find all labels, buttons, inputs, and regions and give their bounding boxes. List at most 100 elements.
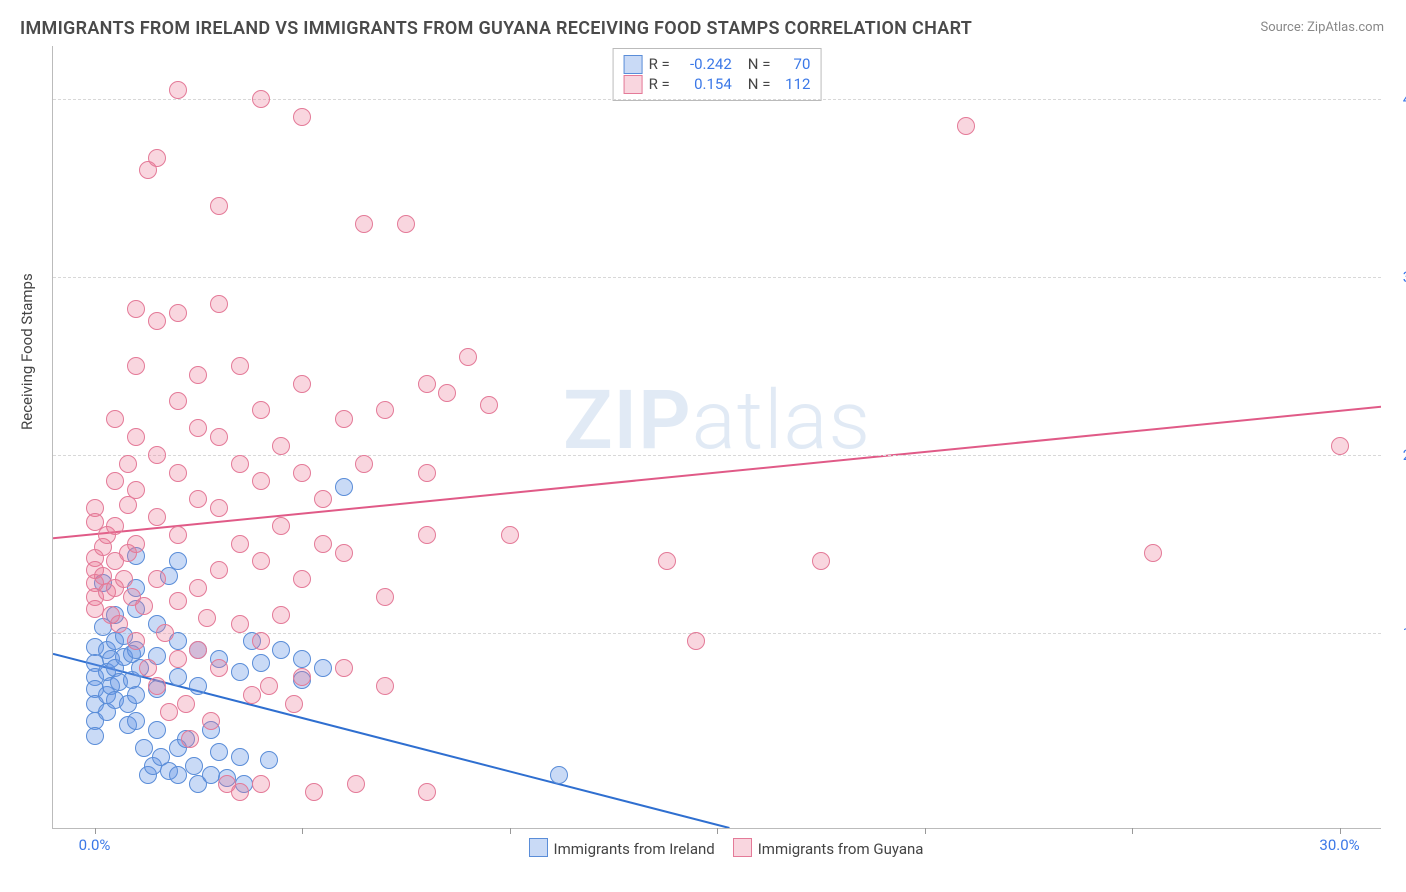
data-point	[285, 695, 303, 713]
x-tick-mark	[717, 828, 718, 834]
legend-swatch	[624, 75, 643, 94]
data-point	[418, 464, 436, 482]
data-point	[148, 446, 166, 464]
data-point	[210, 295, 228, 313]
trend-lines	[53, 46, 1381, 828]
data-point	[243, 686, 261, 704]
x-tick-mark	[1132, 828, 1133, 834]
gridline	[53, 455, 1381, 456]
data-point	[169, 668, 187, 686]
data-point	[185, 757, 203, 775]
data-point	[198, 609, 216, 627]
plot-area: ZIPatlas R =-0.242N =70R =0.154N =112 Im…	[52, 46, 1381, 829]
data-point	[376, 677, 394, 695]
data-point	[210, 428, 228, 446]
data-point	[148, 508, 166, 526]
data-point	[418, 526, 436, 544]
data-point	[314, 659, 332, 677]
data-point	[127, 632, 145, 650]
correlation-legend: R =-0.242N =70R =0.154N =112	[613, 48, 822, 101]
data-point	[127, 300, 145, 318]
data-point	[252, 552, 270, 570]
legend-swatch	[733, 838, 752, 857]
data-point	[418, 783, 436, 801]
data-point	[202, 766, 220, 784]
data-point	[169, 526, 187, 544]
data-point	[335, 410, 353, 428]
legend-n-label: N =	[748, 74, 771, 94]
x-tick-label: 30.0%	[1319, 836, 1359, 854]
data-point	[189, 641, 207, 659]
data-point	[397, 215, 415, 233]
data-point	[252, 654, 270, 672]
data-point	[231, 783, 249, 801]
data-point	[148, 721, 166, 739]
x-tick-mark	[510, 828, 511, 834]
legend-n-value: 70	[776, 54, 810, 74]
data-point	[376, 588, 394, 606]
data-point	[189, 419, 207, 437]
data-point	[501, 526, 519, 544]
x-tick-mark	[302, 828, 303, 834]
data-point	[135, 739, 153, 757]
data-point	[181, 730, 199, 748]
data-point	[177, 695, 195, 713]
data-point	[335, 478, 353, 496]
data-point	[169, 592, 187, 610]
data-point	[127, 357, 145, 375]
data-point	[293, 570, 311, 588]
legend-n-label: N =	[748, 54, 771, 74]
legend-series-name: Immigrants from Guyana	[758, 840, 924, 858]
data-point	[355, 215, 373, 233]
gridline	[53, 277, 1381, 278]
data-point	[127, 428, 145, 446]
data-point	[210, 499, 228, 517]
data-point	[347, 775, 365, 793]
data-point	[115, 570, 133, 588]
data-point	[86, 600, 104, 618]
data-point	[156, 624, 174, 642]
data-point	[252, 472, 270, 490]
chart-title: IMMIGRANTS FROM IRELAND VS IMMIGRANTS FR…	[20, 18, 972, 39]
data-point	[260, 677, 278, 695]
chart-frame: IMMIGRANTS FROM IRELAND VS IMMIGRANTS FR…	[0, 0, 1406, 892]
data-point	[355, 455, 373, 473]
series-legend: Immigrants from IrelandImmigrants from G…	[53, 838, 1381, 858]
data-point	[231, 455, 249, 473]
data-point	[148, 312, 166, 330]
data-point	[160, 703, 178, 721]
data-point	[335, 544, 353, 562]
data-point	[148, 149, 166, 167]
data-point	[418, 375, 436, 393]
data-point	[189, 579, 207, 597]
data-point	[119, 455, 137, 473]
data-point	[293, 464, 311, 482]
legend-r-value: -0.242	[676, 54, 732, 74]
data-point	[438, 384, 456, 402]
data-point	[459, 348, 477, 366]
data-point	[127, 481, 145, 499]
data-point	[202, 712, 220, 730]
data-point	[1144, 544, 1162, 562]
data-point	[687, 632, 705, 650]
data-point	[169, 552, 187, 570]
data-point	[106, 472, 124, 490]
data-point	[305, 783, 323, 801]
data-point	[210, 561, 228, 579]
data-point	[110, 615, 128, 633]
legend-n-value: 112	[776, 74, 810, 94]
data-point	[169, 304, 187, 322]
data-point	[231, 615, 249, 633]
x-tick-mark	[95, 828, 96, 834]
x-tick-mark	[925, 828, 926, 834]
data-point	[260, 751, 278, 769]
data-point	[231, 535, 249, 553]
data-point	[210, 659, 228, 677]
data-point	[550, 766, 568, 784]
legend-swatch	[624, 55, 643, 74]
x-tick-mark	[1340, 828, 1341, 834]
data-point	[169, 766, 187, 784]
data-point	[314, 490, 332, 508]
data-point	[335, 659, 353, 677]
source-label: Source: ZipAtlas.com	[1260, 20, 1384, 35]
